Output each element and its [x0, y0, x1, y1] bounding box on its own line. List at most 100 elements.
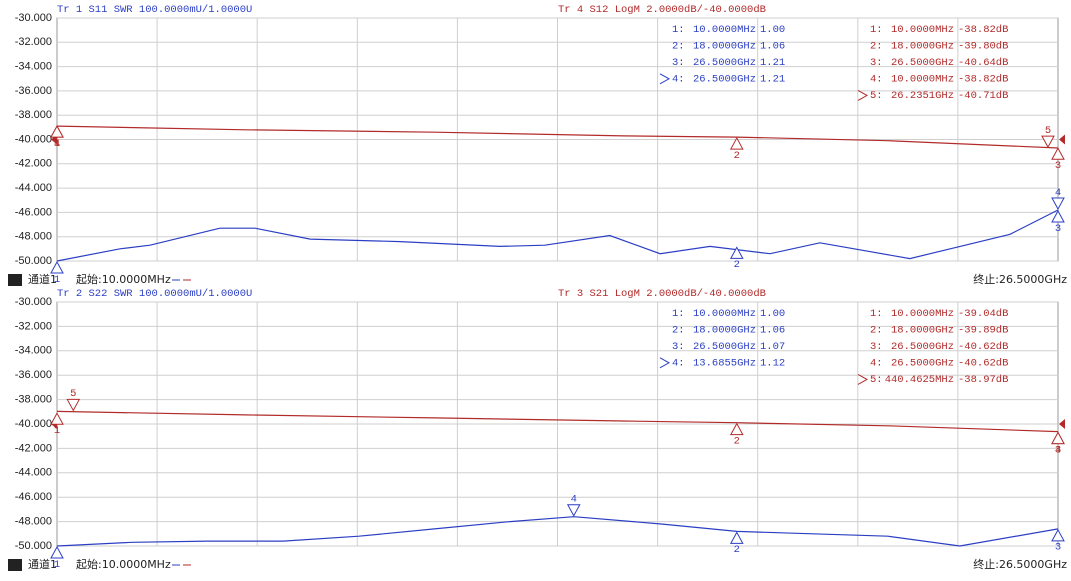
y-tick-label: -30.000 [15, 296, 52, 308]
marker-triangle [729, 422, 744, 436]
marker: 4 [50, 125, 64, 150]
stop-label: 终止:26.5000GHz [973, 557, 1067, 571]
marker-row: 4: [870, 358, 883, 370]
y-tick-label: -48.000 [15, 231, 52, 243]
marker-value: -39.89dB [958, 324, 1008, 336]
marker-triangle [1051, 209, 1065, 223]
trace-header: Tr 4 S12 LogM 2.0000dB/-40.0000dB [558, 4, 766, 16]
y-tick-label: -40.000 [15, 133, 52, 145]
marker-tag: 3 [1055, 223, 1061, 235]
marker-freq: 26.5000GHz [891, 57, 954, 69]
marker-value: -40.62dB [958, 358, 1008, 370]
marker-value: -39.04dB [958, 308, 1008, 320]
marker-value: -39.80dB [958, 40, 1008, 52]
y-tick-label: -44.000 [15, 182, 52, 194]
trace-header: Tr 1 S11 SWR 100.0000mU/1.0000U [57, 4, 252, 16]
marker: 1 [50, 545, 64, 571]
marker-triangle [50, 545, 64, 559]
channel-number: 2 [12, 558, 19, 571]
marker-row: 1: [870, 24, 883, 36]
marker-row: 1: [870, 308, 883, 320]
y-tick-label: -36.000 [15, 85, 52, 97]
trace-line [56, 516, 1059, 547]
marker-triangle [66, 398, 81, 412]
marker-triangle [1051, 431, 1065, 445]
marker: 2 [729, 531, 744, 556]
y-tick-label: -42.000 [15, 158, 52, 170]
marker-tag: 4 [54, 138, 60, 150]
marker-tag: 3 [1055, 542, 1061, 554]
marker-freq: 18.0000GHz [891, 324, 954, 336]
marker-triangle [1051, 197, 1065, 211]
marker-triangle [50, 260, 64, 274]
active-indicator [659, 357, 671, 369]
marker: 4 [1051, 187, 1065, 211]
marker-triangle [729, 137, 744, 150]
marker-value: -38.97dB [958, 374, 1008, 386]
channel-box [8, 274, 22, 286]
marker-value: 1.00 [760, 308, 785, 320]
marker: 4 [566, 494, 581, 517]
start-label: 起始:10.0000MHz [76, 272, 171, 286]
marker-row: 4: [672, 74, 685, 86]
marker: 2 [729, 422, 744, 447]
marker-row: 3: [870, 57, 883, 69]
marker-triangle [50, 412, 64, 425]
marker-row: 2: [672, 40, 685, 52]
y-tick-label: -38.000 [15, 394, 52, 406]
marker-freq: 18.0000GHz [693, 324, 756, 336]
channel-label: 通道1 [28, 272, 57, 286]
marker: 2 [729, 246, 744, 271]
marker: 3 [1051, 528, 1065, 554]
y-tick-label: -32.000 [15, 36, 52, 48]
marker-tag: 1 [54, 559, 60, 571]
y-tick-label: -40.000 [15, 418, 52, 430]
marker-row: 2: [870, 324, 883, 336]
marker-triangle [566, 504, 581, 517]
y-tick-label: -36.000 [15, 369, 52, 381]
marker-value: 1.12 [760, 358, 785, 370]
marker: 5 [66, 388, 81, 412]
trace-line [56, 209, 1059, 262]
marker-freq: 10.0000MHz [891, 24, 954, 36]
marker: 3 [1051, 147, 1065, 172]
trace-line [56, 410, 1059, 433]
marker-row: 1: [672, 308, 685, 320]
marker-row: 5: [870, 90, 883, 102]
marker-value: 1.07 [760, 341, 785, 353]
channel-label: 通道1 [28, 557, 57, 571]
marker-freq: 440.4625MHz [885, 374, 954, 386]
marker-freq: 26.5000GHz [693, 341, 756, 353]
trace-line [56, 125, 1059, 149]
marker-value: -38.82dB [958, 74, 1008, 86]
marker-freq: 26.5000GHz [891, 341, 954, 353]
marker: 3 [1051, 209, 1065, 235]
marker-freq: 13.6855GHz [693, 358, 756, 370]
marker-tag: 3 [1055, 160, 1061, 172]
marker-freq: 10.0000MHz [693, 24, 756, 36]
active-indicator [857, 89, 869, 101]
marker-row: 2: [672, 324, 685, 336]
marker-row: 2: [870, 40, 883, 52]
marker-row: 1: [672, 24, 685, 36]
marker-triangle [729, 246, 744, 259]
ref-marker [1059, 134, 1065, 145]
marker-freq: 26.2351GHz [891, 90, 954, 102]
channel-number: 1 [12, 273, 19, 286]
marker-freq: 10.0000MHz [891, 74, 954, 86]
y-tick-label: -50.000 [15, 540, 52, 552]
marker-freq: 18.0000GHz [891, 40, 954, 52]
marker-row: 4: [870, 74, 883, 86]
y-tick-label: -44.000 [15, 467, 52, 479]
y-tick-label: -46.000 [15, 206, 52, 218]
marker-value: 1.00 [760, 24, 785, 36]
marker-freq: 26.5000GHz [891, 358, 954, 370]
marker-row: 3: [870, 341, 883, 353]
marker-row: 4: [672, 358, 685, 370]
y-tick-label: -32.000 [15, 320, 52, 332]
marker: 1 [50, 260, 64, 286]
marker-tag: 4 [571, 494, 577, 506]
marker-tag: 3 [1055, 444, 1061, 456]
marker-tag: 2 [734, 150, 740, 162]
marker: 4 [1051, 431, 1065, 456]
